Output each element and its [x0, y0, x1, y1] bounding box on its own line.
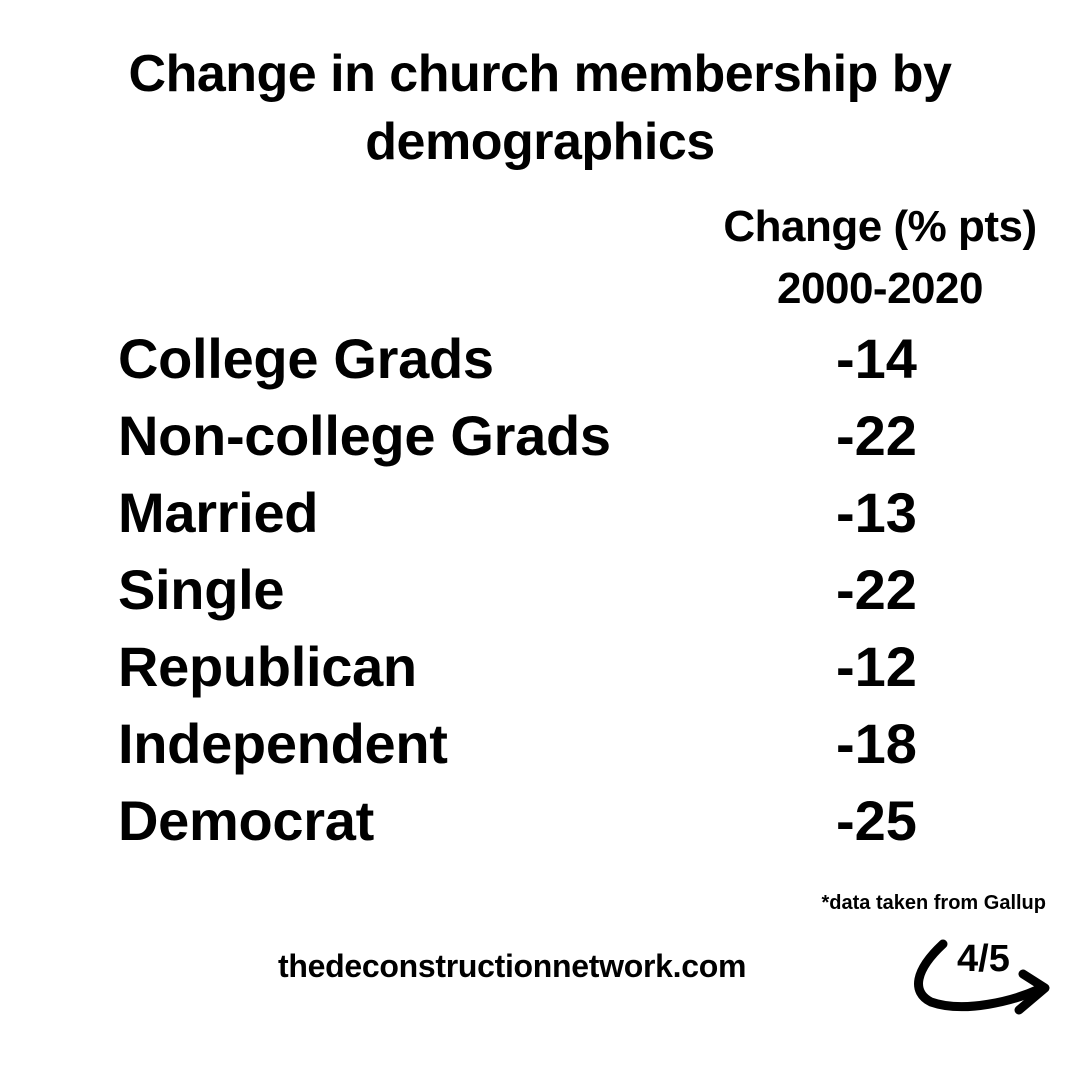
row-value: -22	[836, 558, 917, 621]
row-label: College Grads	[118, 327, 494, 390]
table-row: Independent -18	[118, 705, 1018, 782]
column-header-line-1: Change (% pts)	[723, 202, 1037, 251]
row-value: -14	[836, 327, 917, 390]
table-row: Republican -12	[118, 628, 1018, 705]
row-value: -22	[836, 404, 917, 467]
row-value: -12	[836, 635, 917, 698]
row-label: Non-college Grads	[118, 404, 611, 467]
source-note: *data taken from Gallup	[821, 892, 1047, 914]
row-label: Democrat	[118, 789, 374, 852]
page-indicator[interactable]: 4/5	[905, 930, 1065, 1050]
website-link[interactable]: thedeconstructionnetwork.com	[278, 948, 747, 984]
row-value: -13	[836, 481, 917, 544]
row-label: Married	[118, 481, 319, 544]
row-label: Single	[118, 558, 285, 621]
table-row: Single -22	[118, 551, 1018, 628]
table-row: Democrat -25	[118, 782, 1018, 859]
row-label: Independent	[118, 712, 448, 775]
curved-arrow-right-icon	[914, 939, 1050, 1015]
table-row: Married -13	[118, 474, 1018, 551]
table-row: College Grads -14	[118, 320, 1018, 397]
table-row: Non-college Grads -22	[118, 397, 1018, 474]
page-number: 4/5	[957, 938, 1010, 980]
row-value: -18	[836, 712, 917, 775]
column-header-line-2: 2000-2020	[777, 264, 983, 313]
row-label: Republican	[118, 635, 417, 698]
column-header: Change (% pts) 2000-2020	[680, 196, 1080, 320]
chart-title: Change in church membership by demograph…	[128, 45, 952, 171]
row-value: -25	[836, 789, 917, 852]
data-table: College Grads -14 Non-college Grads -22 Marr…	[118, 320, 1018, 859]
